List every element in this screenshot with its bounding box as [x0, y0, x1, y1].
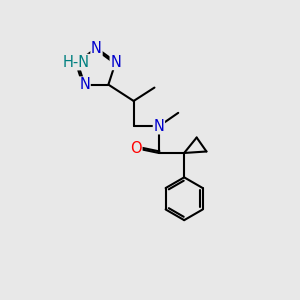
Text: N: N	[75, 55, 86, 70]
Text: O: O	[130, 141, 142, 156]
Text: N: N	[110, 55, 121, 70]
Text: H-N: H-N	[62, 55, 89, 70]
Text: H: H	[67, 55, 77, 70]
Text: N: N	[91, 40, 102, 56]
Text: N: N	[79, 77, 90, 92]
Text: N: N	[154, 119, 164, 134]
